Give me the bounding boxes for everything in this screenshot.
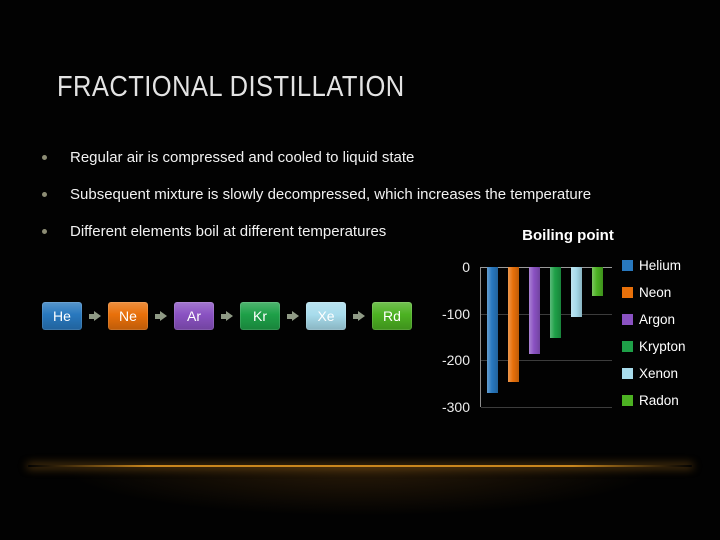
legend-swatch-icon xyxy=(622,368,633,379)
arrow-stem xyxy=(155,313,160,319)
legend-label: Argon xyxy=(639,312,676,327)
gridline--300 xyxy=(481,407,612,408)
legend-label: Radon xyxy=(639,393,679,408)
arrow-stem xyxy=(353,313,358,319)
bar-krypton xyxy=(550,267,561,339)
bullet-dot-icon xyxy=(42,229,47,234)
bullet-text: Subsequent mixture is slowly decompresse… xyxy=(70,186,592,203)
arrow-head xyxy=(94,311,101,321)
arrow-head xyxy=(292,311,299,321)
element-box-kr: Kr xyxy=(240,302,280,330)
flow-arrow-right-icon xyxy=(155,311,167,321)
y-tick-label: 0 xyxy=(462,259,470,275)
legend-swatch-icon xyxy=(622,395,633,406)
y-tick-label: -100 xyxy=(441,305,470,322)
gridline--100 xyxy=(481,313,612,315)
bullet-item: Subsequent mixture is slowly decompresse… xyxy=(40,184,700,205)
chart-y-axis: 0 -100 -200 -300 xyxy=(428,259,474,415)
arrow-head xyxy=(358,311,365,321)
arrow-stem xyxy=(89,313,94,319)
legend-item-xenon: Xenon xyxy=(622,360,686,387)
legend-swatch-icon xyxy=(622,341,633,352)
bar-xenon xyxy=(571,267,582,318)
legend-item-radon: Radon xyxy=(622,387,686,414)
legend-label: Krypton xyxy=(639,339,686,354)
bullet-text: Regular air is compressed and cooled to … xyxy=(70,149,415,166)
arrow-head xyxy=(226,311,233,321)
bullet-dot-icon xyxy=(42,155,47,160)
flow-arrow-right-icon xyxy=(353,311,365,321)
element-box-he: He xyxy=(42,302,82,330)
bar-helium xyxy=(487,267,498,393)
element-box-rd: Rd xyxy=(372,302,412,330)
y-tick-label: -200 xyxy=(441,352,470,369)
decorative-glow-halo xyxy=(0,467,720,532)
y-tick-label: -300 xyxy=(441,399,470,415)
chart-title: Boiling point xyxy=(522,227,614,244)
bullet-dot-icon xyxy=(42,192,47,197)
element-flow-diagram: He Ne Ar Kr Xe Rd xyxy=(42,302,412,330)
bullet-item: Regular air is compressed and cooled to … xyxy=(40,147,700,168)
legend-item-argon: Argon xyxy=(622,306,686,333)
bar-radon xyxy=(592,267,603,296)
legend-label: Xenon xyxy=(639,366,679,381)
boiling-point-chart: Boiling point 0 -100 -200 -300 Helium Neon Ar… xyxy=(428,222,713,422)
flow-arrow-right-icon xyxy=(287,311,299,321)
arrow-stem xyxy=(287,313,292,319)
slide-title: FRACTIONAL DISTILLATION xyxy=(57,71,405,103)
legend-swatch-icon xyxy=(622,314,633,325)
chart-plot-area xyxy=(480,267,612,408)
legend-item-krypton: Krypton xyxy=(622,333,686,360)
bullet-text: Different elements boil at different tem… xyxy=(70,223,387,240)
legend-item-neon: Neon xyxy=(622,279,686,306)
legend-swatch-icon xyxy=(622,287,633,298)
bar-neon xyxy=(508,267,519,382)
element-box-ar: Ar xyxy=(174,302,214,330)
gridline--200 xyxy=(481,360,612,362)
legend-swatch-icon xyxy=(622,260,633,271)
chart-legend: Helium Neon Argon Krypton Xenon Radon xyxy=(622,252,686,414)
bullet-item: Different elements boil at different tem… xyxy=(40,221,700,242)
bar-argon xyxy=(529,267,540,354)
legend-label: Helium xyxy=(639,258,682,273)
decorative-glow-line xyxy=(28,465,692,467)
arrow-head xyxy=(160,311,167,321)
legend-item-helium: Helium xyxy=(622,252,686,279)
arrow-stem xyxy=(221,313,226,319)
gridline-0 xyxy=(481,267,612,268)
flow-arrow-right-icon xyxy=(221,311,233,321)
element-box-xe: Xe xyxy=(306,302,346,330)
flow-arrow-right-icon xyxy=(89,311,101,321)
legend-label: Neon xyxy=(639,285,672,300)
element-box-ne: Ne xyxy=(108,302,148,330)
bullet-list: Regular air is compressed and cooled to … xyxy=(40,147,700,258)
